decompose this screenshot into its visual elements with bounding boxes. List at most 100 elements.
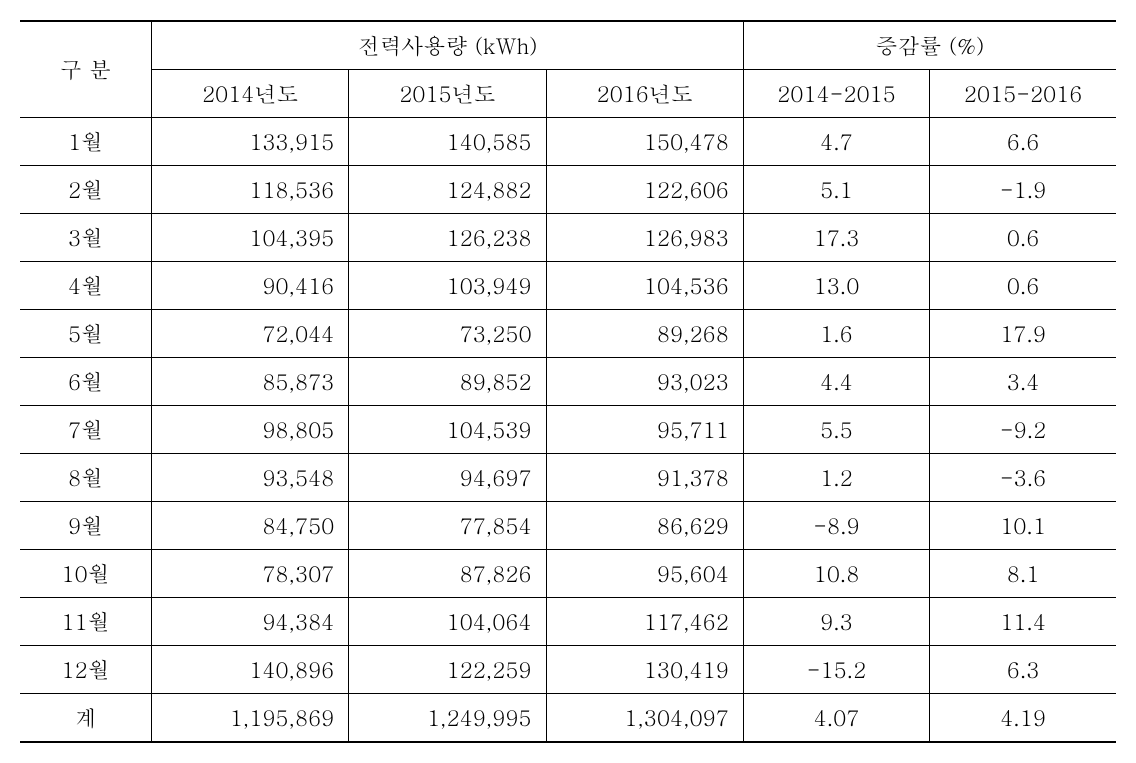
cell-usage-value: 104,395 <box>152 214 349 262</box>
cell-rate-value: 6.6 <box>930 118 1116 166</box>
cell-month-label: 4월 <box>20 262 152 310</box>
table-header: 구 분 전력사용량 (kWh) 증감률 (%) 2014년도 2015년도 20… <box>20 21 1116 118</box>
cell-usage-value: 1,249,995 <box>349 694 546 743</box>
cell-usage-value: 1,195,869 <box>152 694 349 743</box>
cell-usage-value: 85,873 <box>152 358 349 406</box>
cell-month-label: 3월 <box>20 214 152 262</box>
header-rate-15-16: 2015-2016 <box>930 70 1116 118</box>
cell-rate-value: 1.2 <box>743 454 929 502</box>
cell-month-label: 6월 <box>20 358 152 406</box>
cell-rate-value: 0.6 <box>930 214 1116 262</box>
cell-usage-value: 126,983 <box>546 214 743 262</box>
cell-rate-value: -15.2 <box>743 646 929 694</box>
cell-usage-value: 91,378 <box>546 454 743 502</box>
cell-usage-value: 95,604 <box>546 550 743 598</box>
cell-usage-value: 73,250 <box>349 310 546 358</box>
table-row: 5월72,04473,25089,2681.617.9 <box>20 310 1116 358</box>
cell-usage-value: 94,384 <box>152 598 349 646</box>
cell-usage-value: 117,462 <box>546 598 743 646</box>
cell-rate-value: 1.6 <box>743 310 929 358</box>
cell-rate-value: -9.2 <box>930 406 1116 454</box>
cell-rate-value: 4.19 <box>930 694 1116 743</box>
header-usage-group: 전력사용량 (kWh) <box>152 21 744 70</box>
cell-usage-value: 94,697 <box>349 454 546 502</box>
cell-rate-value: 10.8 <box>743 550 929 598</box>
table-body: 1월133,915140,585150,4784.76.62월118,53612… <box>20 118 1116 743</box>
cell-usage-value: 89,852 <box>349 358 546 406</box>
cell-month-label: 10월 <box>20 550 152 598</box>
cell-month-label: 5월 <box>20 310 152 358</box>
cell-usage-value: 104,539 <box>349 406 546 454</box>
table-row: 12월140,896122,259130,419-15.26.3 <box>20 646 1116 694</box>
table-row: 10월78,30787,82695,60410.88.1 <box>20 550 1116 598</box>
cell-usage-value: 150,478 <box>546 118 743 166</box>
cell-rate-value: -1.9 <box>930 166 1116 214</box>
cell-usage-value: 140,585 <box>349 118 546 166</box>
cell-rate-value: 6.3 <box>930 646 1116 694</box>
cell-usage-value: 93,548 <box>152 454 349 502</box>
header-row-1: 구 분 전력사용량 (kWh) 증감률 (%) <box>20 21 1116 70</box>
cell-month-label: 9월 <box>20 502 152 550</box>
cell-rate-value: 5.5 <box>743 406 929 454</box>
cell-rate-value: 4.4 <box>743 358 929 406</box>
cell-usage-value: 90,416 <box>152 262 349 310</box>
cell-rate-value: 10.1 <box>930 502 1116 550</box>
cell-month-label: 12월 <box>20 646 152 694</box>
cell-usage-value: 77,854 <box>349 502 546 550</box>
table-row: 7월98,805104,53995,7115.5-9.2 <box>20 406 1116 454</box>
cell-usage-value: 130,419 <box>546 646 743 694</box>
header-year-2014: 2014년도 <box>152 70 349 118</box>
header-row-2: 2014년도 2015년도 2016년도 2014-2015 2015-2016 <box>20 70 1116 118</box>
cell-rate-value: 3.4 <box>930 358 1116 406</box>
cell-usage-value: 118,536 <box>152 166 349 214</box>
header-category: 구 분 <box>20 21 152 118</box>
cell-usage-value: 104,536 <box>546 262 743 310</box>
cell-rate-value: 9.3 <box>743 598 929 646</box>
cell-usage-value: 122,606 <box>546 166 743 214</box>
cell-usage-value: 140,896 <box>152 646 349 694</box>
table-row: 계1,195,8691,249,9951,304,0974.074.19 <box>20 694 1116 743</box>
cell-rate-value: 17.3 <box>743 214 929 262</box>
cell-usage-value: 103,949 <box>349 262 546 310</box>
table-row: 3월104,395126,238126,98317.30.6 <box>20 214 1116 262</box>
table-row: 2월118,536124,882122,6065.1-1.9 <box>20 166 1116 214</box>
table-row: 1월133,915140,585150,4784.76.6 <box>20 118 1116 166</box>
cell-usage-value: 89,268 <box>546 310 743 358</box>
header-year-2015: 2015년도 <box>349 70 546 118</box>
header-rate-group: 증감률 (%) <box>743 21 1116 70</box>
cell-usage-value: 133,915 <box>152 118 349 166</box>
cell-month-label: 2월 <box>20 166 152 214</box>
table-row: 4월90,416103,949104,53613.00.6 <box>20 262 1116 310</box>
table-row: 8월93,54894,69791,3781.2-3.6 <box>20 454 1116 502</box>
cell-usage-value: 84,750 <box>152 502 349 550</box>
cell-rate-value: 5.1 <box>743 166 929 214</box>
cell-rate-value: -8.9 <box>743 502 929 550</box>
table-row: 11월94,384104,064117,4629.311.4 <box>20 598 1116 646</box>
power-usage-table: 구 분 전력사용량 (kWh) 증감률 (%) 2014년도 2015년도 20… <box>20 20 1116 743</box>
cell-usage-value: 1,304,097 <box>546 694 743 743</box>
cell-month-label: 계 <box>20 694 152 743</box>
cell-rate-value: 4.7 <box>743 118 929 166</box>
cell-month-label: 8월 <box>20 454 152 502</box>
table-row: 9월84,75077,85486,629-8.910.1 <box>20 502 1116 550</box>
cell-usage-value: 72,044 <box>152 310 349 358</box>
cell-rate-value: 4.07 <box>743 694 929 743</box>
cell-usage-value: 87,826 <box>349 550 546 598</box>
header-rate-14-15: 2014-2015 <box>743 70 929 118</box>
cell-usage-value: 93,023 <box>546 358 743 406</box>
cell-month-label: 7월 <box>20 406 152 454</box>
cell-rate-value: -3.6 <box>930 454 1116 502</box>
cell-rate-value: 0.6 <box>930 262 1116 310</box>
header-year-2016: 2016년도 <box>546 70 743 118</box>
cell-month-label: 11월 <box>20 598 152 646</box>
cell-usage-value: 86,629 <box>546 502 743 550</box>
table-row: 6월85,87389,85293,0234.43.4 <box>20 358 1116 406</box>
cell-usage-value: 126,238 <box>349 214 546 262</box>
cell-rate-value: 11.4 <box>930 598 1116 646</box>
cell-usage-value: 98,805 <box>152 406 349 454</box>
cell-rate-value: 8.1 <box>930 550 1116 598</box>
cell-rate-value: 17.9 <box>930 310 1116 358</box>
cell-usage-value: 95,711 <box>546 406 743 454</box>
cell-usage-value: 78,307 <box>152 550 349 598</box>
cell-month-label: 1월 <box>20 118 152 166</box>
